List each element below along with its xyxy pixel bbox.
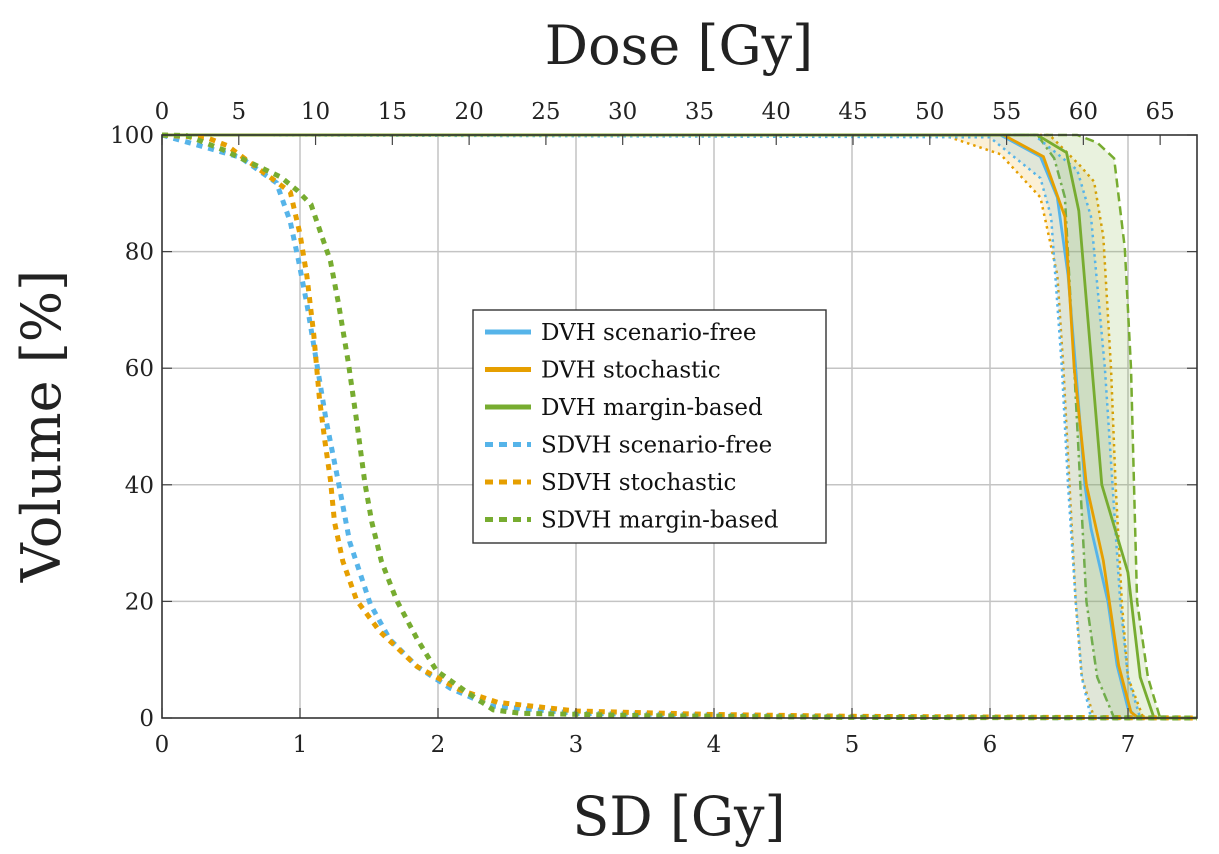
x-tick-label: 0	[155, 732, 170, 758]
series-dvh-margin-based	[162, 133, 1197, 720]
uncertainty-band	[162, 135, 1197, 718]
band-lower-line	[161, 133, 1197, 720]
legend-label: SDVH margin-based	[541, 508, 779, 534]
legend-label: DVH stochastic	[541, 358, 721, 384]
legend-label: SDVH stochastic	[541, 470, 736, 496]
x-tick-label: 6	[983, 732, 998, 758]
legend-label: DVH margin-based	[541, 395, 763, 421]
band-upper-line	[162, 133, 1197, 720]
y-tick-label: 80	[125, 240, 154, 266]
top-tick-label: 5	[231, 99, 246, 125]
x-tick-label: 4	[707, 732, 722, 758]
band-upper-line	[162, 133, 1197, 720]
band-lower-line	[162, 133, 1197, 720]
top-tick-label: 25	[531, 99, 560, 125]
bands	[161, 133, 1197, 720]
top-tick-label: 15	[378, 99, 407, 125]
x-tick-label: 1	[293, 732, 308, 758]
y-tick-label: 40	[125, 473, 154, 499]
series-sdvh-margin-based	[161, 132, 1198, 721]
x-tick-label: 3	[569, 732, 584, 758]
y-tick-label: 60	[125, 356, 154, 382]
top-tick-label: 65	[1146, 99, 1175, 125]
y-tick-label: 100	[110, 123, 154, 149]
top-tick-label: 10	[301, 99, 330, 125]
axes: 0 1 2 3 4 5 6 70 5 10 15 20 25 30 35 40 45 50 55 60 65020406…	[110, 99, 1198, 758]
top-tick-label: 45	[838, 99, 867, 125]
top-tick-label: 0	[155, 99, 170, 125]
top-tick-label: 30	[608, 99, 637, 125]
x-tick-label: 5	[845, 732, 860, 758]
x-tick-label: 7	[1121, 732, 1136, 758]
top-tick-label: 55	[992, 99, 1021, 125]
legend-label: DVH scenario-free	[541, 320, 757, 346]
x-tick-label: 2	[431, 732, 446, 758]
y-tick-label: 0	[139, 706, 154, 732]
top-tick-label: 20	[454, 99, 483, 125]
uncertainty-band	[162, 135, 1197, 718]
series-sdvh-scenario-free	[161, 132, 1198, 721]
legend: DVH scenario-free DVH stochastic DVH margi…	[472, 309, 827, 544]
y-axis-title: Volume [%]	[10, 270, 73, 583]
top-tick-label: 40	[762, 99, 791, 125]
top-tick-label: 35	[685, 99, 714, 125]
top-axis-title: Dose [Gy]	[545, 14, 813, 77]
x-axis-title: SD [Gy]	[572, 785, 785, 848]
series-dvh-stochastic	[162, 133, 1197, 720]
top-tick-label: 50	[915, 99, 944, 125]
legend-box	[472, 309, 827, 544]
top-tick-label: 60	[1069, 99, 1098, 125]
legend-label: SDVH scenario-free	[541, 433, 772, 459]
plot-frame	[161, 134, 1198, 719]
y-tick-label: 20	[125, 589, 154, 615]
